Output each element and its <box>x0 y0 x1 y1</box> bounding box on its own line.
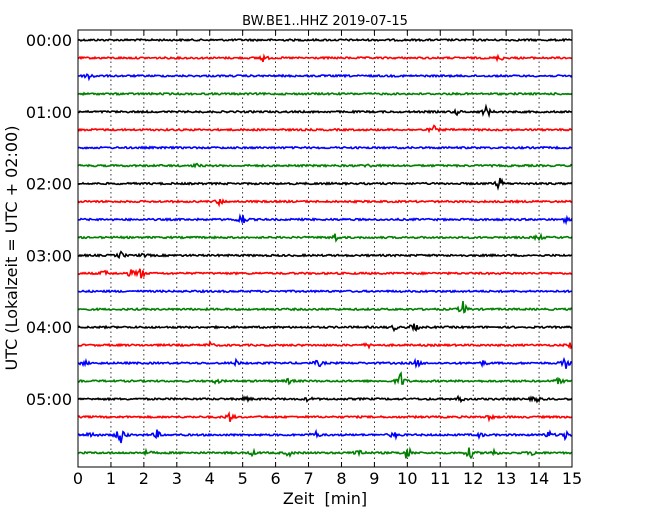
trace-0415 <box>77 340 573 350</box>
trace-0200 <box>77 177 573 191</box>
x-tick-label: 11 <box>430 469 450 488</box>
trace-0545 <box>77 446 573 460</box>
trace-0530 <box>77 428 573 444</box>
trace-0315 <box>77 268 573 279</box>
x-tick-label: 2 <box>139 469 149 488</box>
x-axis-label: Zeit [min] <box>283 489 367 508</box>
x-tick-label: 10 <box>397 469 417 488</box>
seismogram-traces <box>77 37 573 460</box>
x-tick-label: 7 <box>303 469 313 488</box>
x-tick-label: 14 <box>529 469 549 488</box>
plot-frame <box>77 29 573 468</box>
x-tick-label: 1 <box>106 469 116 488</box>
trace-0215 <box>77 198 573 208</box>
x-tick-label: 4 <box>205 469 215 488</box>
y-tick-label: 00:00 <box>26 31 72 50</box>
y-tick-label: 01:00 <box>26 103 72 122</box>
trace-0245 <box>77 232 573 243</box>
trace-0500 <box>77 394 573 404</box>
x-tick-label: 3 <box>172 469 182 488</box>
y-axis: 00:00 01:00 02:00 03:00 04:00 05:00 <box>26 31 572 409</box>
vertical-gridlines <box>110 30 540 467</box>
x-tick-label: 6 <box>271 469 281 488</box>
x-tick-label: 5 <box>238 469 248 488</box>
x-axis: 0 1 2 3 4 5 6 7 8 9 10 11 12 13 14 15 <box>73 30 582 488</box>
trace-0000 <box>77 37 573 43</box>
trace-0515 <box>77 410 573 423</box>
y-tick-label: 05:00 <box>26 390 72 409</box>
trace-0230 <box>77 213 573 226</box>
trace-0345 <box>77 300 573 314</box>
y-tick-label: 04:00 <box>26 318 72 337</box>
y-axis-label: UTC (Lokalzeit = UTC + 02:00) <box>2 126 21 371</box>
trace-0115 <box>77 124 573 134</box>
chart-title: BW.BE1..HHZ 2019-07-15 <box>242 14 408 29</box>
x-tick-label: 15 <box>562 469 582 488</box>
trace-0100 <box>77 103 573 119</box>
x-tick-label: 0 <box>73 469 83 488</box>
trace-0300 <box>77 250 573 260</box>
trace-0330 <box>77 288 573 294</box>
y-tick-label: 03:00 <box>26 246 72 265</box>
x-tick-label: 9 <box>369 469 379 488</box>
trace-0400 <box>77 323 573 333</box>
trace-0130 <box>77 145 573 150</box>
trace-0430 <box>77 356 573 369</box>
trace-0445 <box>77 371 573 386</box>
y-tick-label: 02:00 <box>26 175 72 194</box>
trace-0145 <box>77 162 573 169</box>
trace-0015 <box>77 53 573 63</box>
x-tick-label: 13 <box>496 469 516 488</box>
trace-0030 <box>77 73 573 82</box>
x-tick-label: 12 <box>463 469 483 488</box>
x-tick-label: 8 <box>336 469 346 488</box>
trace-0045 <box>77 91 573 97</box>
